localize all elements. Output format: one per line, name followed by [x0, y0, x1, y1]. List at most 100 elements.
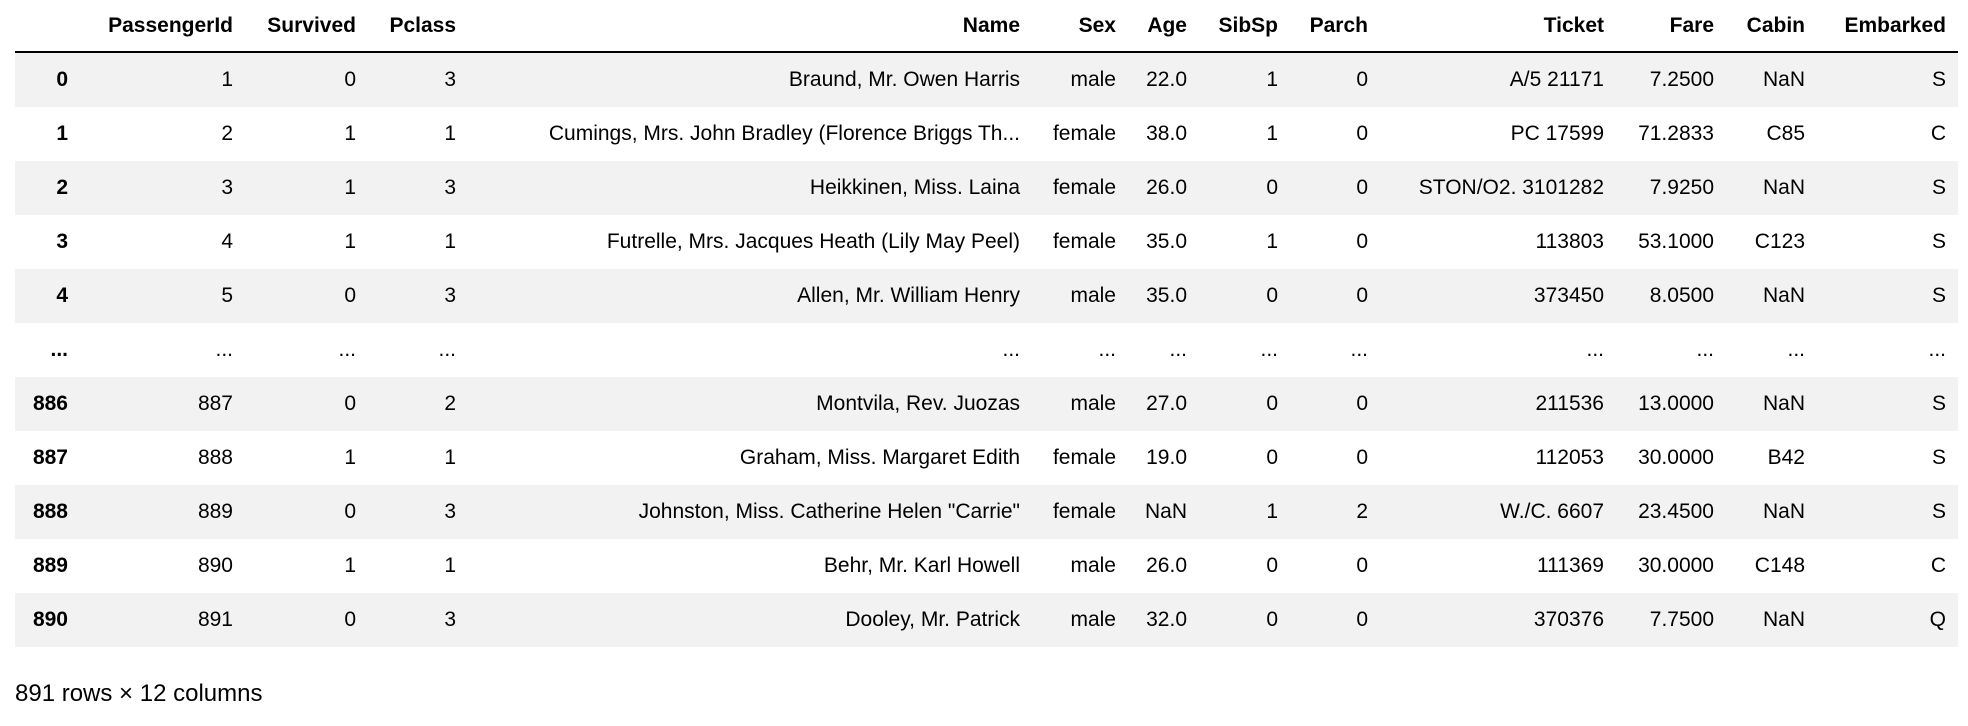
cell-ticket: ... [1586, 338, 1604, 361]
row-index: 4 [56, 284, 68, 307]
cell-passengerid: 891 [197, 608, 233, 631]
cell-parch: 0 [1356, 284, 1368, 307]
cell-embarked: S [1931, 446, 1946, 469]
cell-age: ... [1169, 338, 1187, 361]
table-row: 0 1 0 3 Braund, Mr. Owen Harris male 22.0 1 0 A/5… [15, 52, 1958, 107]
cell-cabin: NaN [1762, 392, 1805, 415]
cell-parch: 0 [1356, 554, 1368, 577]
cell-survived: 1 [344, 122, 356, 145]
cell-fare: 30.0000 [1638, 554, 1714, 577]
cell-cabin: ... [1787, 338, 1805, 361]
cell-sibsp: 1 [1266, 230, 1278, 253]
column-header-age: Age [1128, 0, 1199, 53]
cell-passengerid: 890 [197, 554, 233, 577]
cell-passengerid: 887 [197, 392, 233, 415]
cell-name: Braund, Mr. Owen Harris [788, 68, 1020, 91]
table-row: 888 889 0 3 Johnston, Miss. Catherine Helen … [15, 485, 1958, 539]
column-header-passengerid: PassengerId [80, 0, 245, 53]
cell-parch: 0 [1356, 608, 1368, 631]
cell-sex: female [1052, 122, 1116, 145]
table-row: 3 4 1 1 Futrelle, Mrs. Jacques Heath (Lily M… [15, 215, 1958, 269]
cell-name: Allen, Mr. William Henry [797, 284, 1020, 307]
cell-fare: 23.4500 [1638, 500, 1714, 523]
row-index: 1 [56, 122, 68, 145]
cell-fare: 7.9250 [1649, 176, 1714, 199]
cell-sibsp: 0 [1266, 554, 1278, 577]
index-header [15, 0, 80, 53]
cell-pclass: 3 [444, 176, 456, 199]
cell-fare: 30.0000 [1638, 446, 1714, 469]
row-index: 887 [32, 446, 68, 469]
cell-pclass: 1 [444, 554, 456, 577]
cell-parch: 0 [1356, 230, 1368, 253]
cell-embarked: ... [1928, 338, 1946, 361]
row-index: ... [50, 338, 68, 361]
cell-name: Graham, Miss. Margaret Edith [739, 446, 1020, 469]
cell-sex: male [1070, 284, 1116, 307]
cell-name: ... [1002, 338, 1020, 361]
cell-cabin: C148 [1754, 554, 1805, 577]
row-index: 3 [56, 230, 68, 253]
cell-passengerid: 888 [197, 446, 233, 469]
table-row: 1 2 1 1 Cumings, Mrs. John Bradley (Florence… [15, 107, 1958, 161]
column-header-embarked: Embarked [1817, 0, 1958, 53]
cell-passengerid: 4 [221, 230, 233, 253]
cell-pclass: ... [438, 338, 456, 361]
cell-ticket: PC 17599 [1510, 122, 1604, 145]
cell-ticket: 211536 [1535, 392, 1604, 415]
cell-passengerid: 1 [221, 68, 233, 91]
cell-name: Cumings, Mrs. John Bradley (Florence Bri… [548, 122, 1020, 145]
cell-pclass: 1 [444, 230, 456, 253]
cell-cabin: NaN [1762, 284, 1805, 307]
cell-pclass: 2 [444, 392, 456, 415]
cell-survived: ... [338, 338, 356, 361]
cell-ticket: W./C. 6607 [1500, 500, 1604, 523]
column-header-sex: Sex [1032, 0, 1128, 53]
cell-sibsp: 1 [1266, 122, 1278, 145]
cell-cabin: NaN [1762, 608, 1805, 631]
row-index: 0 [56, 68, 68, 91]
cell-passengerid: ... [215, 338, 233, 361]
cell-survived: 0 [344, 500, 356, 523]
cell-name: Montvila, Rev. Juozas [816, 392, 1020, 415]
cell-fare: 53.1000 [1638, 230, 1714, 253]
column-header-survived: Survived [245, 0, 368, 53]
column-header-pclass: Pclass [368, 0, 468, 53]
cell-embarked: S [1931, 68, 1946, 91]
cell-embarked: S [1931, 230, 1946, 253]
cell-ticket: A/5 21171 [1509, 68, 1604, 91]
cell-sex: male [1070, 68, 1116, 91]
cell-name: Dooley, Mr. Patrick [845, 608, 1020, 631]
table-row: 886 887 0 2 Montvila, Rev. Juozas male 27.0 0 0 2… [15, 377, 1958, 431]
cell-survived: 1 [344, 554, 356, 577]
table-row: ....................................... [15, 323, 1958, 377]
column-header-name: Name [468, 0, 1032, 53]
cell-sex: female [1052, 446, 1116, 469]
cell-name: Heikkinen, Miss. Laina [809, 176, 1020, 199]
cell-age: 38.0 [1146, 122, 1187, 145]
cell-age: 32.0 [1146, 608, 1187, 631]
cell-ticket: STON/O2. 3101282 [1418, 176, 1604, 199]
cell-parch: 0 [1356, 176, 1368, 199]
cell-survived: 1 [344, 446, 356, 469]
dataframe-table: PassengerId Survived Pclass Name Sex Age SibSp… [15, 0, 1958, 647]
cell-fare: ... [1696, 338, 1714, 361]
cell-passengerid: 5 [221, 284, 233, 307]
table-body: 0 1 0 3 Braund, Mr. Owen Harris male 22.0 1 0 A/5… [15, 52, 1958, 647]
cell-embarked: Q [1929, 608, 1946, 631]
cell-fare: 71.2833 [1638, 122, 1714, 145]
cell-sex: male [1070, 392, 1116, 415]
cell-survived: 0 [344, 68, 356, 91]
cell-survived: 0 [344, 392, 356, 415]
column-header-parch: Parch [1290, 0, 1380, 53]
cell-passengerid: 889 [197, 500, 233, 523]
cell-sibsp: 0 [1266, 284, 1278, 307]
row-index: 890 [32, 608, 68, 631]
cell-sex: male [1070, 554, 1116, 577]
cell-pclass: 3 [444, 608, 456, 631]
cell-cabin: C85 [1766, 122, 1805, 145]
cell-sibsp: 0 [1266, 446, 1278, 469]
column-header-cabin: Cabin [1726, 0, 1817, 53]
cell-sibsp: 0 [1266, 608, 1278, 631]
cell-sex: male [1070, 608, 1116, 631]
